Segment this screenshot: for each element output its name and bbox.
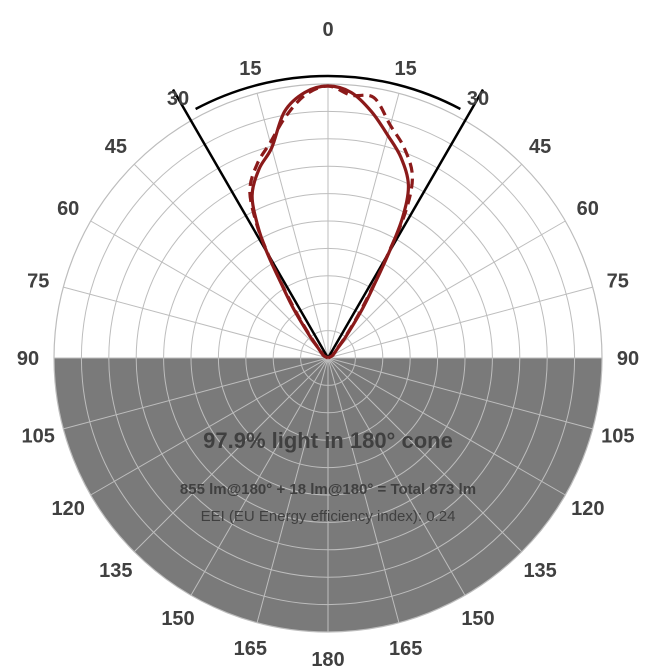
cone-right-edge <box>326 88 485 359</box>
angle-label-left-75: 75 <box>27 270 49 292</box>
angle-label-180: 180 <box>311 649 344 670</box>
angle-label-left-150: 150 <box>161 608 194 630</box>
dashed-intensity-curve <box>248 84 415 360</box>
angle-labels: 0 15 30 45 60 75 90 105 120 135 150 165 180 15 30 45 60 7… <box>17 19 639 670</box>
angle-label-right-135: 135 <box>523 560 556 582</box>
angle-label-right-15: 15 <box>395 58 417 80</box>
angle-label-right-150: 150 <box>461 608 494 630</box>
grid-spoke <box>256 357 329 623</box>
lumens-annotation: 855 lm@180° + 18 lm@180° = Total 873 lm <box>180 481 476 498</box>
cone-left-edge <box>171 88 330 359</box>
angle-label-left-15: 15 <box>239 58 261 80</box>
angle-label-right-60: 60 <box>577 198 599 220</box>
angle-label-right-165: 165 <box>389 638 422 660</box>
grid-spoke <box>327 357 593 430</box>
grid-spoke <box>327 357 566 496</box>
solid-intensity-curve <box>250 84 411 360</box>
angle-label-0: 0 <box>322 19 333 41</box>
grid-spoke <box>90 220 329 359</box>
grid-spoke <box>327 220 566 359</box>
angle-label-left-30: 30 <box>167 88 189 110</box>
grid-spoke <box>327 357 523 553</box>
angle-label-left-45: 45 <box>105 136 127 158</box>
grid-spoke <box>327 357 400 623</box>
angle-label-right-75: 75 <box>607 270 629 292</box>
grid-spoke <box>327 286 593 359</box>
angle-label-right-45: 45 <box>529 136 551 158</box>
intensity-curves <box>248 84 415 360</box>
angle-label-right-105: 105 <box>601 426 634 448</box>
angle-label-left-60: 60 <box>57 198 79 220</box>
angle-label-right-120: 120 <box>571 498 604 520</box>
grid-spoke <box>256 93 329 359</box>
grid-spoke <box>63 286 329 359</box>
grid-spoke <box>327 163 523 359</box>
angle-label-right-90: 90 <box>617 348 639 370</box>
angle-label-left-165: 165 <box>234 638 267 660</box>
grid-spoke <box>63 357 329 430</box>
grid-spoke <box>327 357 466 596</box>
grid-spoke <box>133 163 329 359</box>
cone-arc <box>195 74 461 111</box>
grid-spoke <box>90 357 329 496</box>
headline-annotation: 97.9% light in 180° cone <box>203 428 453 453</box>
angle-label-left-105: 105 <box>22 426 55 448</box>
grid-spoke <box>190 357 329 596</box>
angle-label-left-120: 120 <box>52 498 85 520</box>
grid-spoke <box>133 357 329 553</box>
cone-boundary <box>171 74 485 359</box>
angle-label-right-30: 30 <box>467 88 489 110</box>
angle-label-left-135: 135 <box>99 560 132 582</box>
angle-label-left-90: 90 <box>17 348 39 370</box>
grid-spoke <box>327 93 400 359</box>
eei-annotation: EEI (EU Energy efficiency index): 0.24 <box>201 508 456 525</box>
